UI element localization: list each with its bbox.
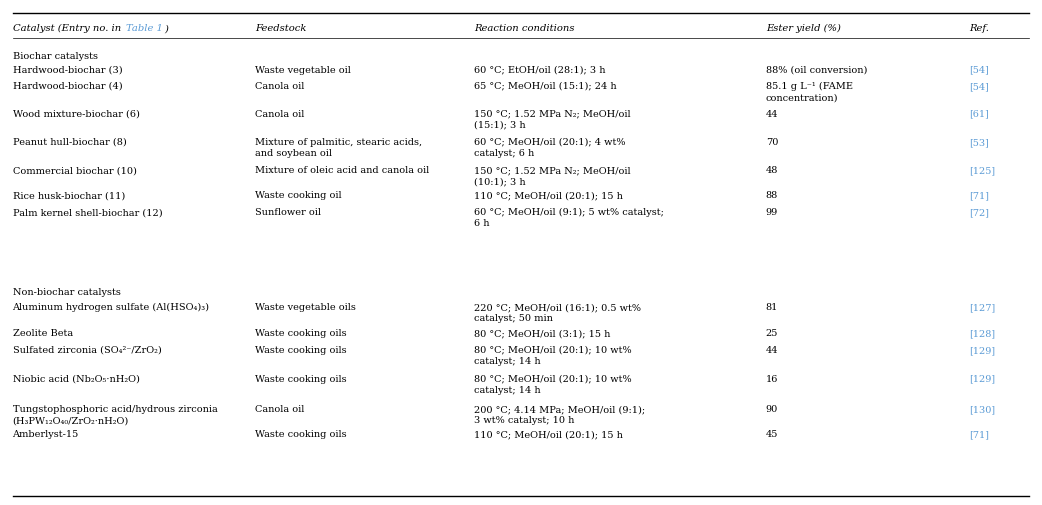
Text: 60 °C; EtOH/oil (28:1); 3 h: 60 °C; EtOH/oil (28:1); 3 h (474, 66, 605, 75)
Text: Canola oil: Canola oil (255, 110, 304, 119)
Text: 44: 44 (766, 110, 778, 119)
Text: [129]: [129] (969, 375, 995, 384)
Text: 25: 25 (766, 329, 778, 338)
Text: Waste vegetable oil: Waste vegetable oil (255, 66, 351, 75)
Text: 16: 16 (766, 375, 778, 384)
Text: Rice husk-biochar (11): Rice husk-biochar (11) (13, 191, 125, 200)
Text: Amberlyst-15: Amberlyst-15 (13, 430, 79, 439)
Text: [127]: [127] (969, 303, 995, 312)
Text: 88% (oil conversion): 88% (oil conversion) (766, 66, 867, 75)
Text: 150 °C; 1.52 MPa N₂; MeOH/oil
(15:1); 3 h: 150 °C; 1.52 MPa N₂; MeOH/oil (15:1); 3 … (474, 110, 630, 130)
Text: 65 °C; MeOH/oil (15:1); 24 h: 65 °C; MeOH/oil (15:1); 24 h (474, 82, 617, 91)
Text: [71]: [71] (969, 191, 989, 200)
Text: Feedstock: Feedstock (255, 24, 306, 33)
Text: 81: 81 (766, 303, 778, 312)
Text: 44: 44 (766, 346, 778, 355)
Text: Non-biochar catalysts: Non-biochar catalysts (13, 288, 121, 297)
Text: Canola oil: Canola oil (255, 82, 304, 91)
Text: [61]: [61] (969, 110, 989, 119)
Text: [54]: [54] (969, 66, 989, 75)
Text: 200 °C; 4.14 MPa; MeOH/oil (9:1);
3 wt% catalyst; 10 h: 200 °C; 4.14 MPa; MeOH/oil (9:1); 3 wt% … (474, 405, 645, 425)
Text: 88: 88 (766, 191, 778, 200)
Text: 80 °C; MeOH/oil (3:1); 15 h: 80 °C; MeOH/oil (3:1); 15 h (474, 329, 611, 338)
Text: Tungstophosphoric acid/hydrous zirconia
(H₃PW₁₂O₄₀/ZrO₂·nH₂O): Tungstophosphoric acid/hydrous zirconia … (13, 405, 217, 425)
Text: 48: 48 (766, 166, 778, 175)
Text: Hardwood-biochar (3): Hardwood-biochar (3) (13, 66, 122, 75)
Text: 99: 99 (766, 208, 778, 217)
Text: Table 1: Table 1 (125, 24, 163, 33)
Text: Waste cooking oils: Waste cooking oils (255, 375, 347, 384)
Text: [71]: [71] (969, 430, 989, 439)
Text: Sulfated zirconia (SO₄²⁻/ZrO₂): Sulfated zirconia (SO₄²⁻/ZrO₂) (13, 346, 162, 355)
Text: 110 °C; MeOH/oil (20:1); 15 h: 110 °C; MeOH/oil (20:1); 15 h (474, 191, 623, 200)
Text: Peanut hull-biochar (8): Peanut hull-biochar (8) (13, 138, 126, 147)
Text: Sunflower oil: Sunflower oil (255, 208, 321, 217)
Text: Biochar catalysts: Biochar catalysts (13, 52, 98, 61)
Text: 80 °C; MeOH/oil (20:1); 10 wt%
catalyst; 14 h: 80 °C; MeOH/oil (20:1); 10 wt% catalyst;… (474, 346, 631, 366)
Text: [72]: [72] (969, 208, 989, 217)
Text: 220 °C; MeOH/oil (16:1); 0.5 wt%
catalyst; 50 min: 220 °C; MeOH/oil (16:1); 0.5 wt% catalys… (474, 303, 641, 323)
Text: 150 °C; 1.52 MPa N₂; MeOH/oil
(10:1); 3 h: 150 °C; 1.52 MPa N₂; MeOH/oil (10:1); 3 … (474, 166, 630, 186)
Text: Ester yield (%): Ester yield (%) (766, 24, 841, 33)
Text: Waste vegetable oils: Waste vegetable oils (255, 303, 356, 312)
Text: Mixture of oleic acid and canola oil: Mixture of oleic acid and canola oil (255, 166, 429, 175)
Text: Canola oil: Canola oil (255, 405, 304, 414)
Text: 110 °C; MeOH/oil (20:1); 15 h: 110 °C; MeOH/oil (20:1); 15 h (474, 430, 623, 439)
Text: Zeolite Beta: Zeolite Beta (13, 329, 73, 338)
Text: [53]: [53] (969, 138, 989, 147)
Text: 70: 70 (766, 138, 778, 147)
Text: Niobic acid (Nb₂O₅·nH₂O): Niobic acid (Nb₂O₅·nH₂O) (13, 375, 140, 384)
Text: 90: 90 (766, 405, 778, 414)
Text: Catalyst (Entry no. in: Catalyst (Entry no. in (13, 24, 124, 33)
Text: ): ) (165, 24, 168, 33)
Text: 60 °C; MeOH/oil (9:1); 5 wt% catalyst;
6 h: 60 °C; MeOH/oil (9:1); 5 wt% catalyst; 6… (474, 208, 664, 228)
Text: [54]: [54] (969, 82, 989, 91)
Text: Ref.: Ref. (969, 24, 989, 33)
Text: Waste cooking oils: Waste cooking oils (255, 329, 347, 338)
Text: Mixture of palmitic, stearic acids,
and soybean oil: Mixture of palmitic, stearic acids, and … (255, 138, 422, 158)
Text: Waste cooking oils: Waste cooking oils (255, 430, 347, 439)
Text: Hardwood-biochar (4): Hardwood-biochar (4) (13, 82, 122, 91)
Text: 80 °C; MeOH/oil (20:1); 10 wt%
catalyst; 14 h: 80 °C; MeOH/oil (20:1); 10 wt% catalyst;… (474, 375, 631, 395)
Text: [130]: [130] (969, 405, 995, 414)
Text: 45: 45 (766, 430, 778, 439)
Text: Wood mixture-biochar (6): Wood mixture-biochar (6) (13, 110, 140, 119)
Text: Reaction conditions: Reaction conditions (474, 24, 574, 33)
Text: [125]: [125] (969, 166, 995, 175)
Text: [129]: [129] (969, 346, 995, 355)
Text: Commercial biochar (10): Commercial biochar (10) (13, 166, 137, 175)
Text: Waste cooking oils: Waste cooking oils (255, 346, 347, 355)
Text: [128]: [128] (969, 329, 995, 338)
Text: Waste cooking oil: Waste cooking oil (255, 191, 342, 200)
Text: Palm kernel shell-biochar (12): Palm kernel shell-biochar (12) (13, 208, 163, 217)
Text: Aluminum hydrogen sulfate (Al(HSO₄)₃): Aluminum hydrogen sulfate (Al(HSO₄)₃) (13, 303, 209, 312)
Text: 60 °C; MeOH/oil (20:1); 4 wt%
catalyst; 6 h: 60 °C; MeOH/oil (20:1); 4 wt% catalyst; … (474, 138, 625, 158)
Text: 85.1 g L⁻¹ (FAME
concentration): 85.1 g L⁻¹ (FAME concentration) (766, 82, 852, 102)
